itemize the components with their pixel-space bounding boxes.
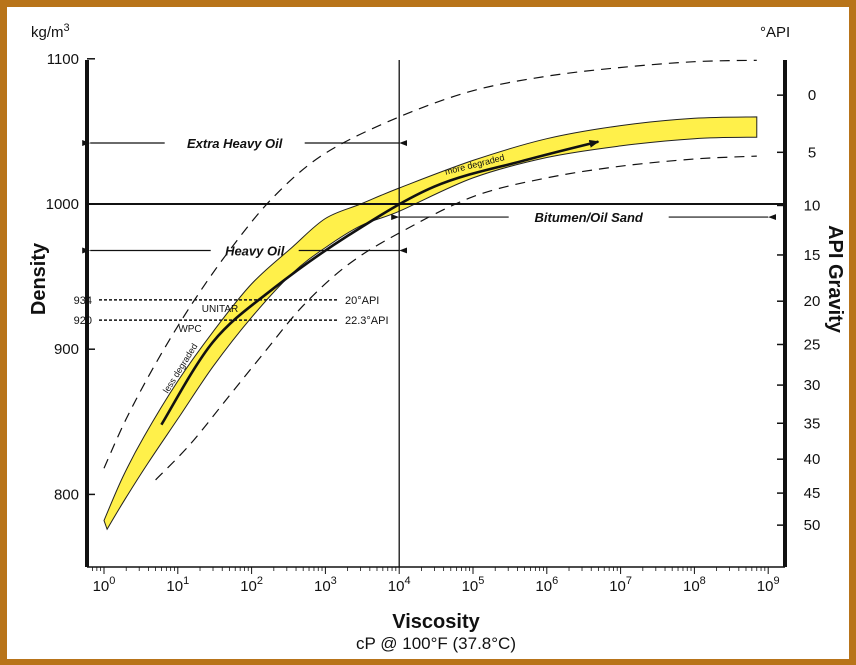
api-tick-label: 45	[804, 485, 821, 502]
x-tick-label: 107	[609, 575, 632, 595]
density-viscosity-chart: 100 101 102 103 104 105 106 107 108 1091100100090…	[7, 7, 849, 659]
ref-line-left-label: 920	[74, 315, 92, 327]
x-tick-label: 101	[166, 575, 189, 595]
y-axis-title: Density	[28, 242, 50, 315]
x-axis-subtitle: cP @ 100°F (37.8°C)	[356, 634, 516, 653]
chart-frame: 100 101 102 103 104 105 106 107 108 109 1100 1000 90…	[7, 7, 849, 659]
ref-line-mid-label: WPC	[178, 324, 201, 335]
x-tick-label: 108	[683, 575, 706, 595]
x-tick-label: 100	[93, 575, 116, 595]
y-tick-label: 1000	[46, 196, 79, 213]
ref-line-left-label: 934	[74, 295, 92, 307]
ref-line-right-label: 22.3°API	[345, 315, 389, 327]
density-band	[104, 117, 757, 529]
x-tick-label: 105	[462, 575, 485, 595]
api-tick-label: 10	[804, 197, 821, 214]
api-tick-label: 20	[804, 293, 821, 310]
degradation-trend-arrow	[161, 142, 598, 425]
region-label-heavy-oil: Heavy Oil	[225, 243, 285, 258]
x-tick-label: 103	[314, 575, 337, 595]
x-tick-label: 104	[388, 575, 411, 595]
x-tick-label: 102	[240, 575, 263, 595]
y-tick-label: 900	[54, 341, 79, 358]
y-axis-right-title: API Gravity	[824, 225, 846, 334]
api-tick-label: 50	[804, 517, 821, 534]
api-tick-label: 35	[804, 415, 821, 432]
region-label-bitumen: Bitumen/Oil Sand	[535, 210, 644, 225]
y-tick-label: 800	[54, 486, 79, 503]
ref-line-mid-label: UNITAR	[202, 304, 238, 315]
y-tick-label: 1100	[47, 51, 79, 68]
api-tick-label: 40	[804, 451, 821, 468]
right-unit-label: °API	[760, 24, 790, 41]
api-tick-label: 25	[804, 336, 821, 353]
api-tick-label: 30	[804, 377, 821, 394]
ref-line-right-label: 20°API	[345, 295, 379, 307]
x-tick-label: 109	[757, 575, 780, 595]
api-tick-label: 0	[808, 87, 816, 104]
api-tick-label: 15	[804, 247, 821, 264]
left-unit-label: kg/m3	[31, 22, 70, 41]
region-label-extra-heavy-oil: Extra Heavy Oil	[187, 136, 283, 151]
api-tick-label: 5	[808, 144, 816, 161]
x-axis-title: Viscosity	[392, 611, 480, 633]
x-tick-label: 106	[535, 575, 558, 595]
